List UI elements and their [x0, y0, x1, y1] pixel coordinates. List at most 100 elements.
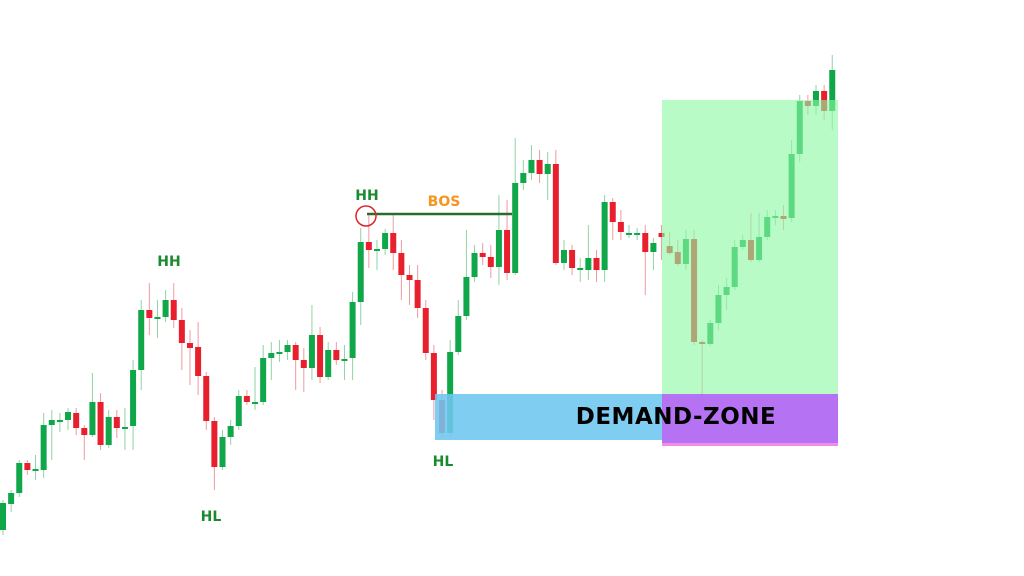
candle-body [284, 345, 291, 352]
candle [487, 245, 494, 278]
candle-body [268, 353, 275, 358]
candle [138, 300, 145, 390]
candle-body [97, 402, 104, 445]
swing-high-circle [355, 205, 377, 227]
candle [186, 330, 193, 385]
candle [40, 413, 47, 478]
candle-body [154, 317, 161, 319]
label-hl-2: HL [432, 454, 454, 470]
candle [569, 245, 576, 275]
candle-body [317, 335, 324, 377]
candle-body [162, 300, 169, 317]
candle [544, 152, 551, 200]
candle-body [430, 353, 437, 400]
candle [24, 460, 31, 475]
candle [585, 225, 592, 280]
candle-body [195, 347, 202, 376]
candle [382, 229, 389, 255]
candle [81, 425, 88, 460]
label-hh-2: HH [355, 188, 379, 204]
candle [349, 292, 356, 380]
candle [235, 390, 242, 430]
candle [626, 225, 633, 238]
candle [325, 342, 332, 380]
candle-body [325, 350, 332, 377]
candle-body [658, 233, 665, 237]
candle-body [390, 233, 397, 253]
candle [16, 460, 23, 497]
candle [97, 393, 104, 450]
candle [373, 240, 380, 270]
candle-body [211, 421, 218, 467]
candle [658, 225, 665, 260]
candle-body [422, 308, 429, 353]
label-hl-1: HL [200, 509, 222, 525]
candle-body [626, 233, 633, 235]
candle-body [333, 350, 340, 360]
candle-body [16, 463, 23, 493]
candle [609, 198, 616, 240]
candle [227, 420, 234, 445]
candle-body [382, 233, 389, 249]
candle-body [617, 222, 624, 232]
candle [252, 367, 259, 410]
candle [504, 200, 511, 280]
candle [463, 230, 470, 320]
candle-body [186, 343, 193, 348]
candle [300, 348, 307, 392]
candle [495, 195, 502, 285]
candle-body [138, 310, 145, 370]
candle-body [276, 352, 283, 354]
candle-body [585, 258, 592, 270]
candle [422, 300, 429, 360]
candle [276, 340, 283, 362]
candle [178, 308, 185, 370]
label-bos: BOS [427, 194, 461, 210]
candle-body [829, 70, 836, 111]
candle [308, 305, 315, 380]
candle-body [560, 250, 567, 263]
candle-body [105, 417, 112, 445]
candle [32, 455, 39, 480]
candle [528, 145, 535, 180]
candle-body [536, 160, 543, 174]
candle [341, 345, 348, 380]
candle-body [32, 469, 39, 471]
candle [430, 345, 437, 420]
candle [560, 240, 567, 270]
candle [593, 250, 600, 282]
candle [365, 215, 372, 268]
candle-body [130, 370, 137, 426]
candle [617, 210, 624, 240]
candle [113, 410, 120, 438]
candle [243, 390, 250, 405]
demand-zone [435, 394, 662, 440]
candle [154, 300, 161, 338]
demand-zone-overlap-edge [662, 443, 838, 446]
candle [479, 243, 486, 265]
candle-body [8, 493, 15, 504]
label-hh-1: HH [157, 254, 181, 270]
candle-body [170, 300, 177, 320]
candle [8, 490, 15, 512]
candle-body [487, 257, 494, 267]
candle-body [813, 91, 819, 106]
candle [552, 150, 559, 265]
candle-body [146, 310, 153, 318]
candle [398, 240, 405, 300]
candle-body [463, 277, 470, 316]
candle-body [447, 352, 454, 433]
candle-body [609, 202, 616, 222]
candle-body [235, 396, 242, 426]
candle [105, 410, 112, 448]
candle [601, 195, 608, 282]
candle [512, 138, 519, 275]
candle [284, 340, 291, 360]
candle-body [479, 253, 486, 257]
candle [56, 413, 63, 432]
rally-zone-overlay [662, 100, 838, 446]
candle-body [48, 420, 55, 425]
candle [260, 345, 267, 405]
demand-zone-overlap [662, 394, 838, 444]
